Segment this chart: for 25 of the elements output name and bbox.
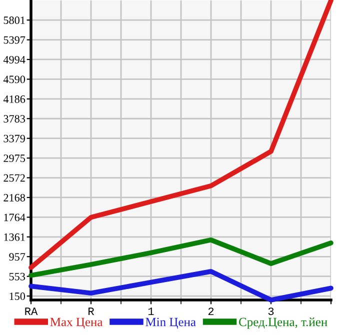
x-tick-label: 1 <box>148 308 154 315</box>
y-tick-label: 957 <box>9 253 26 261</box>
x-tick-label: 3 <box>268 308 274 316</box>
y-tick-label: 4590 <box>3 76 26 84</box>
y-tick-label: 553 <box>9 272 26 280</box>
y-tick-label: 5801 <box>4 16 25 24</box>
y-tick-label: 3379 <box>4 134 25 142</box>
y-tick-label: 5397 <box>4 36 26 44</box>
y-tick-label: 4994 <box>3 56 26 64</box>
x-tick-label: 2 <box>208 308 214 315</box>
y-tick-label: 2168 <box>4 194 26 202</box>
y-tick-label: 1361 <box>4 233 25 241</box>
x-tick-label: RA <box>25 308 38 315</box>
y-tick-label: 2572 <box>4 174 25 182</box>
x-tick-label: R <box>88 308 94 315</box>
line-series <box>28 238 334 278</box>
y-tick-label: 3783 <box>4 115 26 123</box>
legend-label: Max Цена <box>50 318 103 329</box>
y-tick-label: 1764 <box>4 214 26 222</box>
y-tick-label: 4186 <box>3 95 26 103</box>
y-tick-label: 150 <box>10 292 26 300</box>
legend-label: Min Цена <box>146 318 196 329</box>
line-series <box>28 0 334 270</box>
legend-label: Сред.Цена, т.йен <box>239 318 328 329</box>
y-tick-label: 2975 <box>4 154 26 162</box>
